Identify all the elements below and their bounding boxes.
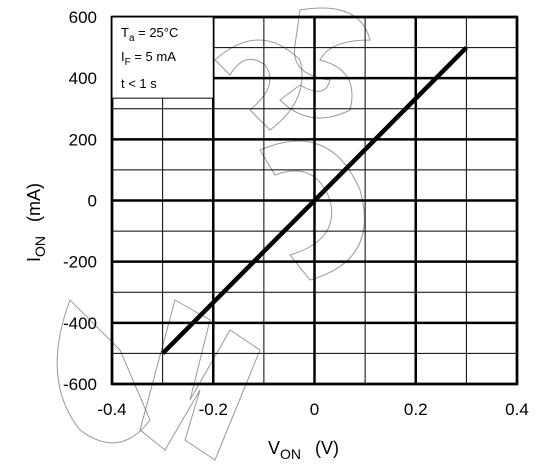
y-tick-labels: 600 400 200 0 -200 -400 -600 (63, 8, 97, 394)
x-tick-label: 0.4 (505, 400, 529, 419)
x-tick-label: -0.2 (199, 400, 228, 419)
condition-t: t < 1 s (121, 76, 157, 91)
plot-frame (110, 15, 519, 386)
x-tick-label: -0.4 (97, 400, 126, 419)
condition-if: IF = 5 mA (121, 49, 176, 68)
y-tick-label: 0 (88, 192, 97, 211)
y-tick-label: -200 (63, 253, 97, 272)
x-tick-labels: -0.4 -0.2 0 0.2 0.4 (97, 400, 528, 419)
conditions-box (111, 16, 214, 99)
condition-ta: Ta = 25°C (121, 25, 178, 44)
x-tick-label: 0.2 (404, 400, 428, 419)
y-tick-label: 400 (69, 69, 97, 88)
y-tick-label: -400 (63, 314, 97, 333)
y-tick-label: 200 (69, 130, 97, 149)
x-tick-label: 0 (310, 400, 319, 419)
y-axis-label: ION(mA) (24, 183, 48, 262)
y-tick-label: -600 (63, 375, 97, 394)
x-axis-label: VON (V) (268, 438, 339, 462)
series-line (161, 45, 468, 356)
y-tick-label: 600 (69, 8, 97, 27)
series-layer (161, 45, 468, 356)
